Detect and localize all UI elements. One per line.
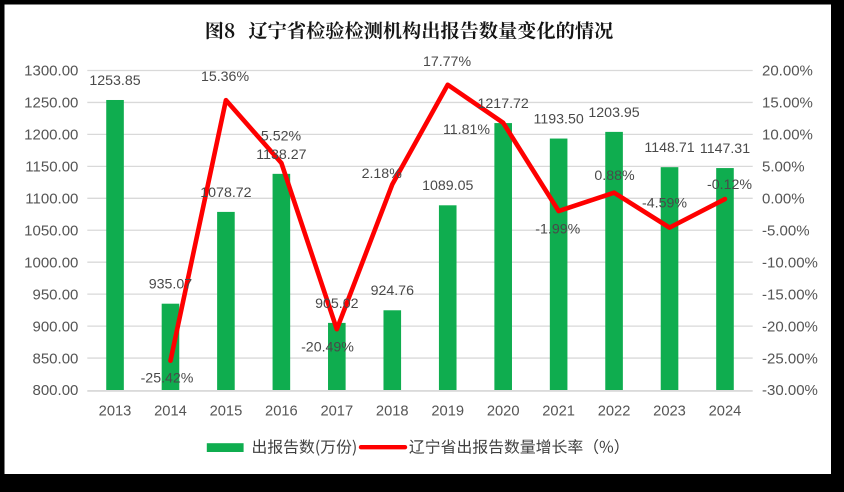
svg-text:10.00%: 10.00% [762, 127, 813, 144]
svg-text:1200.00: 1200.00 [24, 127, 78, 144]
svg-text:850.00: 850.00 [33, 350, 79, 367]
svg-text:-4.59%: -4.59% [642, 195, 687, 211]
svg-text:900.00: 900.00 [33, 318, 79, 335]
svg-text:15.00%: 15.00% [762, 95, 813, 112]
svg-text:-1.99%: -1.99% [535, 221, 580, 237]
svg-text:-20.49%: -20.49% [301, 339, 354, 355]
svg-text:1100.00: 1100.00 [25, 191, 78, 208]
svg-text:0.88%: 0.88% [594, 168, 635, 184]
svg-text:-0.12%: -0.12% [707, 177, 752, 193]
svg-text:1250.00: 1250.00 [24, 95, 78, 112]
svg-text:2013: 2013 [99, 404, 132, 420]
svg-text:1089.05: 1089.05 [422, 178, 473, 194]
svg-text:924.76: 924.76 [371, 283, 415, 299]
svg-text:1150.00: 1150.00 [25, 159, 78, 176]
svg-text:-5.00%: -5.00% [762, 222, 810, 239]
svg-text:15.36%: 15.36% [201, 69, 250, 85]
svg-text:2017: 2017 [320, 404, 353, 420]
svg-text:2015: 2015 [210, 404, 243, 420]
svg-text:1050.00: 1050.00 [24, 222, 78, 239]
svg-text:1203.95: 1203.95 [588, 105, 639, 121]
svg-text:950.00: 950.00 [33, 286, 79, 303]
svg-text:-20.00%: -20.00% [762, 318, 818, 335]
svg-text:2022: 2022 [598, 404, 631, 420]
svg-text:-15.00%: -15.00% [762, 286, 818, 303]
svg-text:-25.00%: -25.00% [762, 350, 818, 367]
svg-text:1000.00: 1000.00 [24, 254, 78, 271]
svg-text:17.77%: 17.77% [423, 54, 472, 70]
svg-text:1148.71: 1148.71 [644, 140, 694, 156]
svg-text:0.00%: 0.00% [762, 191, 805, 208]
svg-text:2021: 2021 [542, 404, 575, 420]
svg-text:905.02: 905.02 [315, 296, 359, 312]
svg-text:20.00%: 20.00% [762, 63, 813, 80]
svg-text:1147.31: 1147.31 [700, 141, 750, 157]
svg-text:2018: 2018 [376, 404, 409, 420]
svg-text:1138.27: 1138.27 [256, 147, 306, 163]
svg-text:2020: 2020 [487, 404, 520, 420]
svg-text:1300.00: 1300.00 [24, 63, 78, 80]
svg-text:1078.72: 1078.72 [200, 185, 251, 201]
svg-text:1253.85: 1253.85 [89, 73, 140, 89]
svg-text:1193.50: 1193.50 [534, 111, 584, 127]
svg-text:2024: 2024 [709, 404, 742, 420]
svg-text:-30.00%: -30.00% [762, 382, 818, 399]
svg-text:2014: 2014 [154, 404, 187, 420]
svg-text:800.00: 800.00 [33, 382, 79, 399]
svg-text:5.00%: 5.00% [762, 159, 805, 176]
svg-text:-25.42%: -25.42% [141, 370, 194, 386]
svg-text:11.81%: 11.81% [443, 122, 490, 138]
svg-text:5.52%: 5.52% [261, 128, 302, 144]
svg-text:2.18%: 2.18% [362, 166, 403, 182]
svg-text:2019: 2019 [431, 404, 464, 420]
svg-text:935.07: 935.07 [149, 277, 193, 293]
svg-text:-10.00%: -10.00% [762, 254, 818, 271]
svg-text:2016: 2016 [265, 404, 298, 420]
svg-text:1217.72: 1217.72 [478, 96, 529, 112]
svg-text:2023: 2023 [653, 404, 686, 420]
